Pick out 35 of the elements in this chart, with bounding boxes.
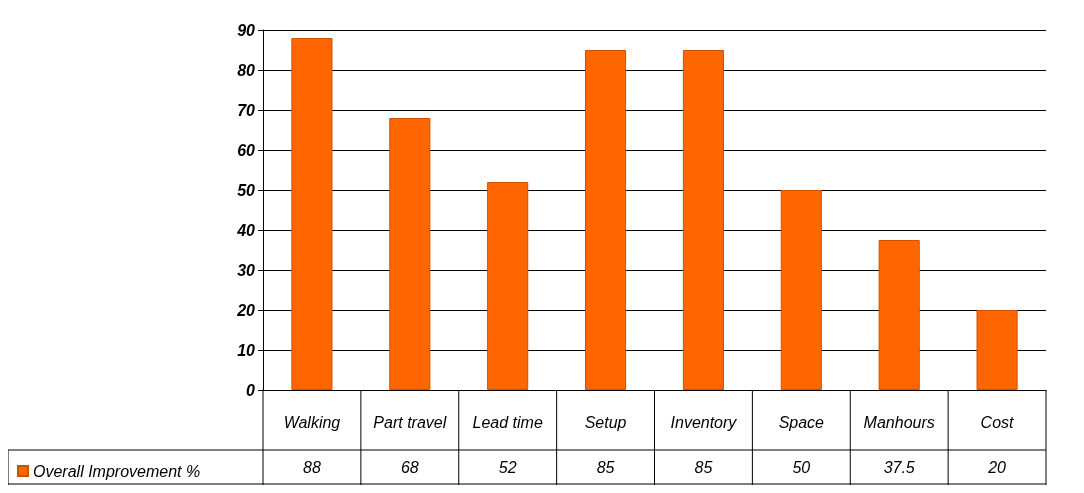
bar	[389, 118, 431, 390]
bar	[585, 50, 627, 390]
data-label: 37.5	[883, 459, 915, 476]
data-label: 68	[400, 459, 419, 476]
y-tick-label: 50	[237, 181, 256, 199]
x-tick-label: Lead time	[472, 413, 543, 431]
y-tick-label: 60	[237, 141, 256, 159]
bar	[976, 310, 1018, 390]
bar	[291, 38, 333, 390]
data-label: 88	[303, 459, 321, 476]
data-label: 50	[792, 459, 811, 476]
data-label: 85	[694, 459, 713, 476]
legend-label: Overall Improvement %	[33, 462, 201, 480]
bar	[487, 182, 529, 390]
bar	[780, 190, 822, 390]
bar	[682, 50, 724, 390]
x-tick-label: Manhours	[863, 413, 935, 431]
x-tick-label: Walking	[283, 413, 341, 431]
y-tick-label: 10	[237, 341, 256, 359]
y-tick-label: 40	[236, 221, 256, 239]
x-tick-label: Setup	[584, 413, 627, 431]
x-tick-label: Cost	[980, 413, 1015, 431]
y-tick-label: 80	[237, 61, 256, 79]
data-label: 20	[987, 459, 1007, 476]
y-tick-label: 70	[237, 101, 256, 119]
bar	[878, 240, 920, 390]
x-tick-label: Space	[778, 413, 825, 431]
y-tick-label: 0	[246, 381, 256, 399]
data-label: 52	[498, 459, 517, 476]
y-tick-label: 30	[237, 261, 256, 279]
y-tick-label: 90	[237, 21, 256, 39]
x-tick-label: Inventory	[670, 413, 738, 431]
y-tick-label: 20	[236, 301, 256, 319]
data-label: 85	[596, 459, 615, 476]
x-tick-label: Part travel	[373, 413, 447, 431]
